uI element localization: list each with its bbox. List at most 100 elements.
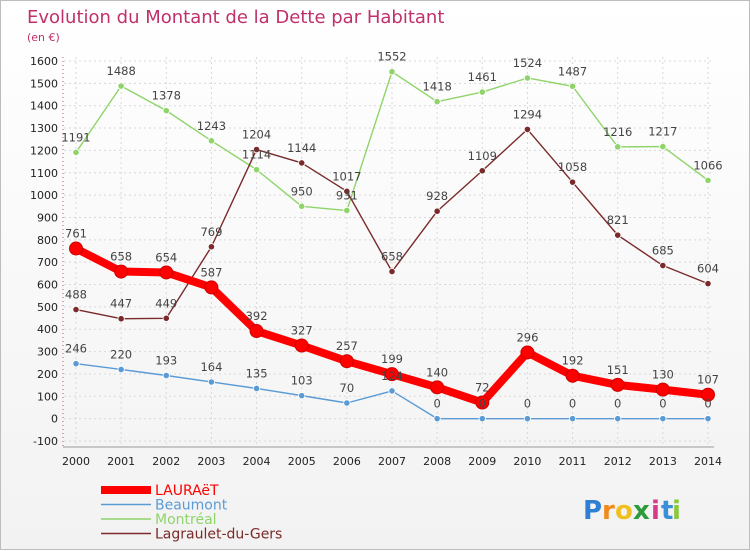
data-point [659,143,667,151]
y-tick-label: 900 [37,211,58,224]
data-point [207,378,216,386]
data-label: 70 [340,381,355,395]
data-point [568,415,577,423]
data-point [614,143,622,151]
data-point [704,415,712,423]
data-label: 1488 [107,64,136,78]
data-point [659,415,667,423]
data-point [69,241,83,256]
data-point [117,82,125,90]
data-point [659,261,667,270]
data-point [610,377,625,392]
data-point [204,280,219,295]
data-label: 1418 [423,80,452,94]
data-label: 449 [155,296,177,310]
logo-letter: i [672,496,681,526]
data-point [475,395,490,410]
data-label: 587 [200,265,222,279]
axes: -100010020030040050060070080090010001100… [30,55,722,468]
logo-letter: x [633,496,650,526]
y-tick-label: 0 [51,413,58,426]
data-point [385,367,399,382]
data-point [343,206,351,215]
data-label: 140 [426,365,448,379]
data-label: 1461 [468,70,497,84]
x-tick-label: 2011 [559,455,587,468]
data-point [614,415,622,423]
data-label: 685 [652,244,674,258]
data-label: 1058 [558,160,587,174]
y-tick-label: 1200 [30,144,58,157]
y-tick-label: 200 [37,368,58,381]
legend-label: Lagraulet-du-Gers [155,527,282,543]
x-tick-label: 2004 [243,455,271,468]
data-label: 1216 [603,125,632,139]
x-tick-label: 2005 [288,455,316,468]
data-point [72,360,80,368]
data-point [568,178,577,186]
data-label: 1552 [377,50,406,64]
y-tick-label: 300 [37,346,58,359]
data-label: 604 [697,262,719,276]
data-point [433,207,441,215]
data-label: 192 [562,354,584,368]
data-point [117,365,125,374]
y-tick-label: 400 [37,323,58,336]
data-point [298,392,306,400]
data-label: 1109 [468,149,497,163]
data-point [704,280,712,288]
data-point [249,324,264,339]
logo-letter: r [602,496,615,526]
data-point [478,88,486,96]
x-tick-label: 2002 [152,455,180,468]
data-point [523,415,532,423]
data-point [655,382,670,397]
data-label: 769 [200,225,222,239]
data-label: 1066 [693,158,722,172]
data-point [433,98,441,106]
data-label: 392 [246,309,268,323]
data-point [252,145,261,154]
data-label: 327 [291,324,313,338]
data-label: 488 [65,288,87,302]
data-point [704,176,712,184]
data-label: 124 [381,369,403,383]
data-point [388,267,396,276]
y-tick-label: 600 [37,279,58,292]
data-label: 931 [336,189,358,203]
data-label: 135 [246,366,268,380]
data-label: 130 [652,368,674,382]
data-label: 1191 [61,130,90,144]
data-label: 296 [516,330,538,344]
data-point [162,371,170,380]
data-point [207,243,216,251]
series-group: 1191 1488 1378 1243 1114 950 931 1552 1418 1461 15… [61,50,723,423]
data-point [520,345,535,360]
y-tick-label: 1000 [30,189,58,202]
logo-letter: P [583,496,602,526]
y-tick-label: 1300 [30,122,58,135]
data-label: 151 [607,363,629,377]
data-point [343,187,351,195]
data-label: 0 [659,397,666,411]
data-label: 1017 [332,169,361,183]
y-tick-label: 800 [37,234,58,247]
x-tick-label: 2008 [423,455,451,468]
x-tick-label: 2009 [468,455,496,468]
x-tick-label: 2003 [197,455,225,468]
data-label: 1114 [242,148,271,162]
data-label: 193 [155,354,177,368]
legend-label: Montréal [155,512,217,528]
data-label: 107 [697,373,719,387]
x-tick-label: 2007 [378,455,406,468]
y-tick-label: 1600 [30,55,58,68]
data-point [478,167,486,175]
logo-letter: i [651,496,660,526]
data-point [388,387,396,395]
data-label: 1294 [513,107,542,121]
y-tick-label: 1100 [30,167,58,180]
data-label: 821 [607,213,629,227]
data-label: 761 [65,227,87,241]
